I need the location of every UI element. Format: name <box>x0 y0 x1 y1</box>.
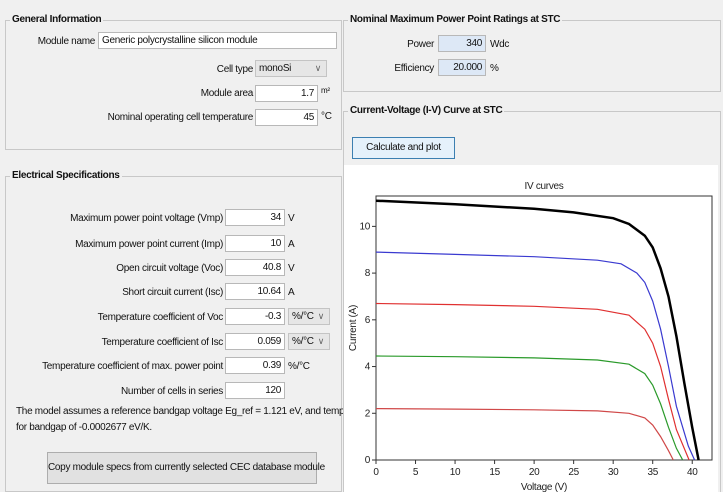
y-tick-label: 6 <box>365 315 371 326</box>
label: Module name <box>37 36 96 47</box>
group-title: General Information <box>10 14 104 25</box>
label: Temperature coefficient of Voc <box>97 312 224 323</box>
spec-input[interactable]: 40.8 <box>225 259 285 276</box>
iv-curve <box>375 302 690 461</box>
spec-input[interactable]: 10 <box>225 235 285 252</box>
note-text: eV/K. <box>128 422 152 433</box>
y-tick-label: 4 <box>365 362 371 373</box>
x-tick-label: 10 <box>450 467 461 478</box>
chart-background <box>344 165 718 492</box>
x-tick-label: 40 <box>687 467 698 478</box>
unit: V <box>288 263 295 274</box>
power-output: 340 <box>438 35 486 52</box>
label: Power <box>407 39 434 50</box>
copy-specs-button[interactable]: Copy module specs from currently selecte… <box>47 452 325 484</box>
iv-chart: IV curves 0 5 10 15 20 25 30 35 40 0 2 4 6 8 10 Voltage … <box>344 165 718 492</box>
module-area-input[interactable]: 1.7 <box>255 85 318 102</box>
module-name-input[interactable]: Generic polycrystalline silicon module <box>98 32 337 49</box>
y-tick-label: 8 <box>365 268 371 279</box>
spec-input[interactable]: 120 <box>225 382 285 399</box>
x-tick-label: 5 <box>413 467 419 478</box>
label: Temperature coefficient of max. power po… <box>42 361 223 372</box>
spec-input[interactable]: -0.3 <box>225 308 285 325</box>
unit: A <box>288 287 295 298</box>
cell-type-select[interactable]: monoSi <box>255 60 327 77</box>
y-tick-label: 2 <box>365 408 371 419</box>
label: Efficiency <box>394 63 434 74</box>
label: Short circuit current (Isc) <box>122 287 223 298</box>
unit-select[interactable]: %/°C <box>288 308 330 325</box>
chart-title: IV curves <box>525 181 564 192</box>
unit: A <box>288 239 295 250</box>
spec-input[interactable]: 10.64 <box>225 283 285 300</box>
spec-input[interactable]: 0.059 <box>225 333 285 350</box>
iv-curve <box>375 251 696 461</box>
label: Cell type <box>216 64 254 75</box>
spec-input[interactable]: 0.39 <box>225 357 285 374</box>
group-title: Electrical Specifications <box>10 170 122 181</box>
group-title: Nominal Maximum Power Point Ratings at S… <box>348 14 563 25</box>
x-tick-label: 35 <box>647 467 658 478</box>
stc-group: Nominal Maximum Power Point Ratings at S… <box>343 14 721 92</box>
x-tick-label: 25 <box>568 467 579 478</box>
unit: Wdc <box>490 39 510 50</box>
unit-select[interactable]: %/°C <box>288 333 330 350</box>
unit: °C <box>321 111 332 122</box>
unit: %/°C <box>288 361 310 372</box>
y-tick-label: 0 <box>365 455 371 466</box>
label: Open circuit voltage (Voc) <box>116 263 223 274</box>
plot-frame <box>375 195 713 461</box>
label: Number of cells in series <box>121 386 223 397</box>
unit: V <box>288 213 295 224</box>
note-text: for bandgap of <box>16 422 77 433</box>
efficiency-output: 20.000 <box>438 59 486 76</box>
x-tick-label: 15 <box>489 467 500 478</box>
group-title: Current-Voltage (I-V) Curve at STC <box>348 105 505 116</box>
label: Nominal operating cell temperature <box>107 112 254 123</box>
label: Module area <box>200 88 254 99</box>
x-tick-label: 30 <box>608 467 619 478</box>
unit: % <box>490 63 499 74</box>
spec-input[interactable]: 34 <box>225 209 285 226</box>
label: Maximum power point current (Imp) <box>75 239 223 250</box>
iv-curve <box>375 355 684 461</box>
note: The model assumes a reference bandgap vo… <box>16 406 418 417</box>
unit: m² <box>321 86 330 95</box>
y-tick-label: 10 <box>359 221 370 232</box>
iv-group: Current-Voltage (I-V) Curve at STC <box>343 105 721 492</box>
iv-curve <box>375 199 700 461</box>
x-tick-label: 20 <box>529 467 540 478</box>
note-value: -0.0002677 <box>78 422 127 433</box>
note: for bandgap of -0.0002677 eV/K. <box>16 422 152 433</box>
y-axis-label: Current (A) <box>348 305 359 351</box>
x-axis-label: Voltage (V) <box>521 482 567 492</box>
label: Maximum power point voltage (Vmp) <box>70 213 223 224</box>
noct-input[interactable]: 45 <box>255 109 318 126</box>
x-tick-label: 0 <box>373 467 379 478</box>
calculate-button[interactable]: Calculate and plot <box>352 137 455 159</box>
label: Temperature coefficient of Isc <box>101 337 224 348</box>
general-group: General Information <box>5 14 342 150</box>
iv-curve <box>375 408 674 461</box>
